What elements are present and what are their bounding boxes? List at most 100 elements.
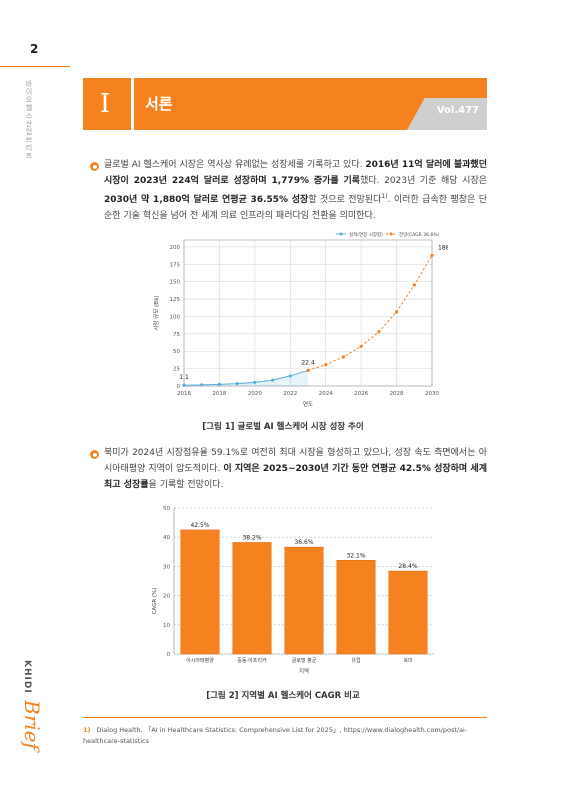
plot-frame [183,239,433,387]
emphasis: 2030년 약 1,880억 달러로 연평균 36.55% 성장 [104,195,309,205]
text: 글로벌 AI 헬스케어 시장은 역사상 유례없는 성장세를 기록하고 있다. [104,160,366,170]
data-point [394,310,399,314]
footnote-rule [83,717,487,718]
x-tick-label: 2030 [425,391,439,397]
data-point [288,374,292,378]
brand-brief: Brief [20,700,44,750]
x-tick-label: 2016 [177,391,191,397]
figure1-caption: [그림 1] 글로벌 AI 헬스케어 시장 성장 추이 [202,422,364,432]
text: 북미가 2024년 시장점유율 59.1%로 여전히 최대 시장을 형성하고 있… [104,448,487,474]
market-growth-chart: 0 25 50 75 100 125 150 175 200 2016 2018 2020 2022 20… [153,231,448,408]
bar-value-label: 28.4% [398,563,417,570]
y-tick-label: 50 [163,506,170,512]
legend-label: 전망(CAGR 36.6%) [399,231,440,238]
top-rule [0,66,70,67]
y-tick-label: 0 [167,652,171,658]
series-line-0 [183,369,309,386]
data-label: 188 [438,244,448,251]
y-tick-label: 175 [170,262,181,268]
brand-logo: KHIDI Brief [14,660,44,760]
bar-value-label: 32.1% [346,552,365,559]
text: 할 것으로 전망된다 [308,195,382,205]
banner-divider [131,78,134,130]
footnote-text: Dialog Health, 「AI in Healthcare Statist… [83,726,468,745]
x-tick-label: 2022 [283,391,297,397]
y-tick-label: 150 [170,280,181,286]
side-label: 바이오헬스산업브리프 [25,80,33,160]
brand-khidi: KHIDI [22,660,32,694]
footnote: 1) Dialog Health, 「AI in Healthcare Stati… [83,725,487,747]
y-tick-label: 30 [163,564,170,570]
y-tick-label: 50 [173,349,180,355]
data-point [306,368,310,373]
data-point [182,383,186,387]
y-tick-label: 10 [163,623,170,629]
bar-value-label: 36.6% [294,539,313,546]
x-tick-label: 2024 [319,391,333,397]
bar [336,560,376,655]
legend-label: 실적(연장 시장합) [349,231,383,238]
data-point [430,253,434,257]
legend-marker [339,232,343,236]
regional-cagr-chart: 0 10 20 30 40 50 42.5% 아시아태평양 38.2% 중동·아프리카 36.6% 글… [152,506,434,675]
volume-label: Vol.477 [436,105,479,116]
data-point [217,382,222,386]
bar [232,542,272,655]
y-tick-label: 0 [177,384,181,390]
legend-marker [389,232,393,236]
data-point [270,378,275,382]
x-tick-label: 2026 [354,391,368,397]
data-point [200,383,204,387]
x-tick-label: 2018 [212,391,226,397]
paragraph-intro: 글로벌 AI 헬스케어 시장은 역사상 유례없는 성장세를 기록하고 있다. 2… [104,157,487,224]
section-banner: I 서론 Vol.477 [83,78,487,130]
category-label: 유럽 [351,657,360,664]
figure2-caption: [그림 2] 지역별 AI 헬스케어 CAGR 비교 [206,691,360,701]
y-tick-label: 125 [170,297,181,303]
text: 을 기록할 전망이다. [148,480,224,490]
data-point [253,380,257,384]
bullet-icon [90,450,99,459]
x-axis-label: 연도 [303,400,313,408]
y-tick-label: 75 [173,332,180,338]
y-axis-label: CAGR (%) [152,588,158,615]
footnote-ref[interactable]: 1) [381,193,388,200]
x-axis-label: 지역 [299,667,309,675]
bar-value-label: 42.5% [190,522,209,529]
data-point [235,381,239,386]
text: . 이러한 급속한 팽창은 단순한 기술 혁신을 넘어 전 세계 의료 인프라의… [104,195,487,221]
section-title: 서론 [145,95,173,113]
section-numeral: I [99,89,111,119]
emphasis: 이 지역은 2025~2030년 기간 동안 연평균 42.5% 성장하며 세계… [104,464,487,490]
y-tick-label: 20 [163,594,170,600]
bullet-icon [90,162,99,171]
series-line-1 [307,255,433,371]
y-axis-label: 시장 규모 (B$) [153,295,160,330]
paragraph-region: 북미가 2024년 시장점유율 59.1%로 여전히 최대 시장을 형성하고 있… [104,445,487,493]
page-number: 2 [30,42,39,56]
y-tick-label: 200 [170,245,181,251]
emphasis: 2016년 11억 달러에 불과했던 시장이 2023년 224억 달러로 성장… [104,160,487,186]
category-label: 중동·아프리카 [237,657,267,664]
y-tick-label: 40 [163,535,170,541]
x-tick-label: 2020 [248,391,262,397]
data-point [341,355,346,359]
actual-area [184,370,308,386]
data-point [359,344,363,348]
y-tick-label: 25 [173,367,180,373]
category-label: 아시아태평양 [186,657,214,664]
y-tick-label: 100 [170,314,181,320]
category-label: 글로벌 평균 [292,657,317,664]
category-label: 북미 [403,657,412,664]
bar-value-label: 38.2% [242,534,261,541]
data-label: 22.4 [301,359,315,366]
x-tick-label: 2028 [390,391,404,397]
data-point [377,330,381,334]
data-label: 1.1 [179,374,189,381]
footnote-number: 1) [83,726,91,734]
data-point [412,283,416,287]
bar [180,529,220,655]
text: 했다. 2023년 기준 해당 시장은 [360,176,488,186]
bar [388,570,428,655]
bar [284,546,324,655]
